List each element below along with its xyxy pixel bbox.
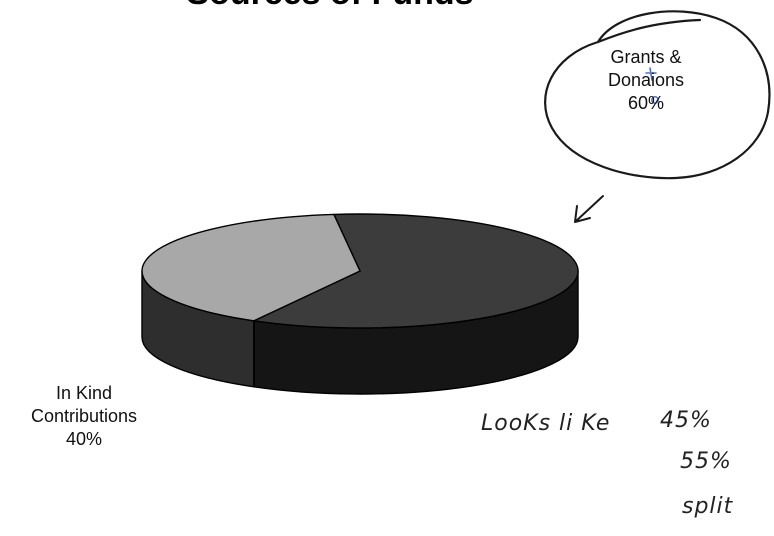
slice-label-grants-line1: Grants & bbox=[610, 47, 682, 67]
slice-label-grants-value: 60% bbox=[627, 93, 665, 113]
handwritten-note-split: split bbox=[682, 494, 734, 519]
handwritten-note-45: 45% bbox=[660, 408, 712, 433]
annotation-blue-dot bbox=[651, 96, 659, 104]
slice-label-grants: Grants & Donaions 60% bbox=[586, 46, 706, 115]
annotation-arrow bbox=[574, 195, 604, 223]
pie-slice-inkind-top bbox=[141, 213, 361, 322]
slice-label-inkind-line2: Contributions bbox=[30, 406, 138, 426]
slice-label-inkind: In Kind Contributions 40% bbox=[6, 382, 162, 451]
slice-label-inkind-line1: In Kind bbox=[55, 383, 113, 403]
slice-label-inkind-value: 40% bbox=[65, 429, 103, 449]
annotation-blue-mark bbox=[645, 67, 657, 81]
handwritten-note-55: 55% bbox=[680, 449, 732, 474]
pie-slice-grants-top bbox=[251, 213, 579, 329]
handwritten-note-looks-like: LooKs li Ke bbox=[481, 411, 611, 436]
chart-title: Sources of Funds bbox=[150, 0, 510, 13]
slice-label-grants-line2: Donaions bbox=[607, 70, 685, 90]
annotation-circle bbox=[544, 10, 771, 180]
